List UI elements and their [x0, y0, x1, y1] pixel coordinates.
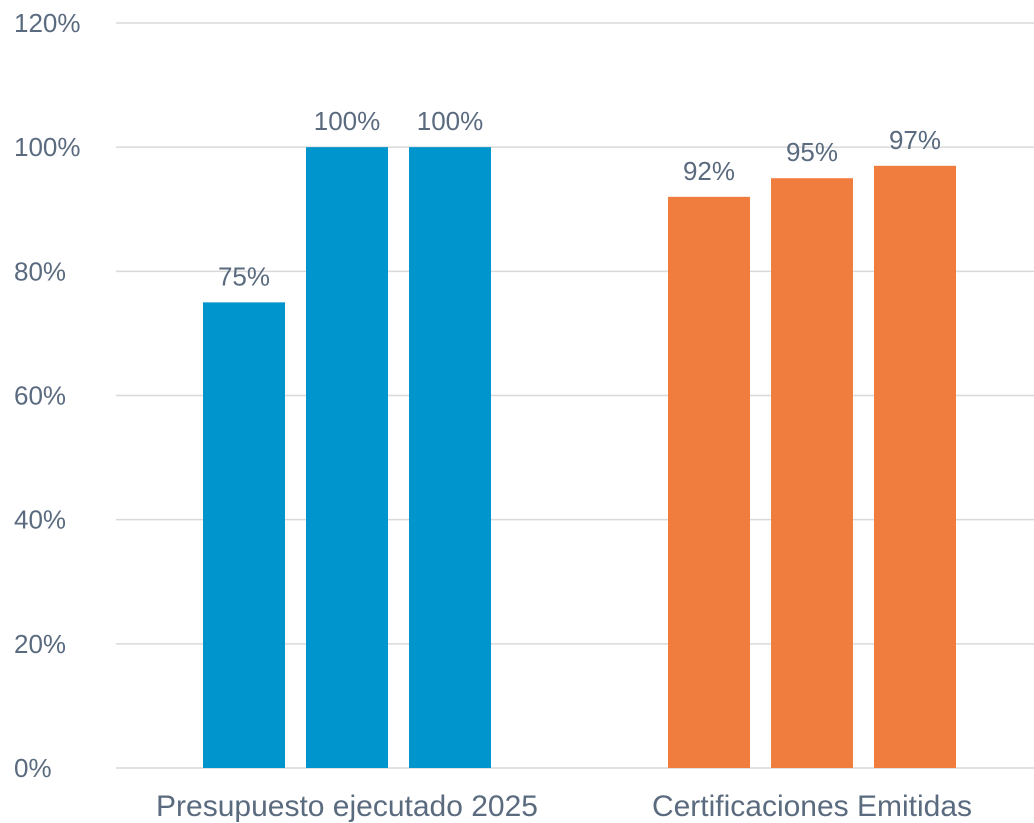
y-tick-label: 40% — [14, 505, 66, 535]
bar — [203, 302, 285, 768]
data-labels: 75% 100% 100% 92% 95% 97% — [218, 106, 941, 291]
bar — [409, 147, 491, 768]
bar — [668, 196, 750, 769]
x-axis-category-labels: Presupuesto ejecutado 2025 Certificacione… — [156, 790, 972, 823]
y-axis-tick-labels: 0% 20% 40% 60% 80% 100% 120% — [14, 8, 81, 783]
y-tick-label: 80% — [14, 256, 66, 286]
data-label: 95% — [786, 137, 838, 167]
data-label: 92% — [683, 156, 735, 186]
y-tick-label: 100% — [14, 132, 81, 162]
y-tick-label: 0% — [14, 753, 52, 783]
data-label: 100% — [314, 106, 381, 136]
y-tick-label: 120% — [14, 8, 81, 38]
x-category-label: Certificaciones Emitidas — [652, 790, 972, 823]
data-label: 97% — [889, 125, 941, 155]
data-label: 100% — [417, 106, 484, 136]
y-tick-label: 60% — [14, 381, 66, 411]
bar — [771, 178, 853, 769]
y-tick-label: 20% — [14, 629, 66, 659]
data-label: 75% — [218, 261, 270, 291]
bar — [306, 147, 388, 768]
bars — [203, 147, 956, 769]
x-category-label: Presupuesto ejecutado 2025 — [156, 790, 538, 823]
bar — [874, 165, 956, 768]
